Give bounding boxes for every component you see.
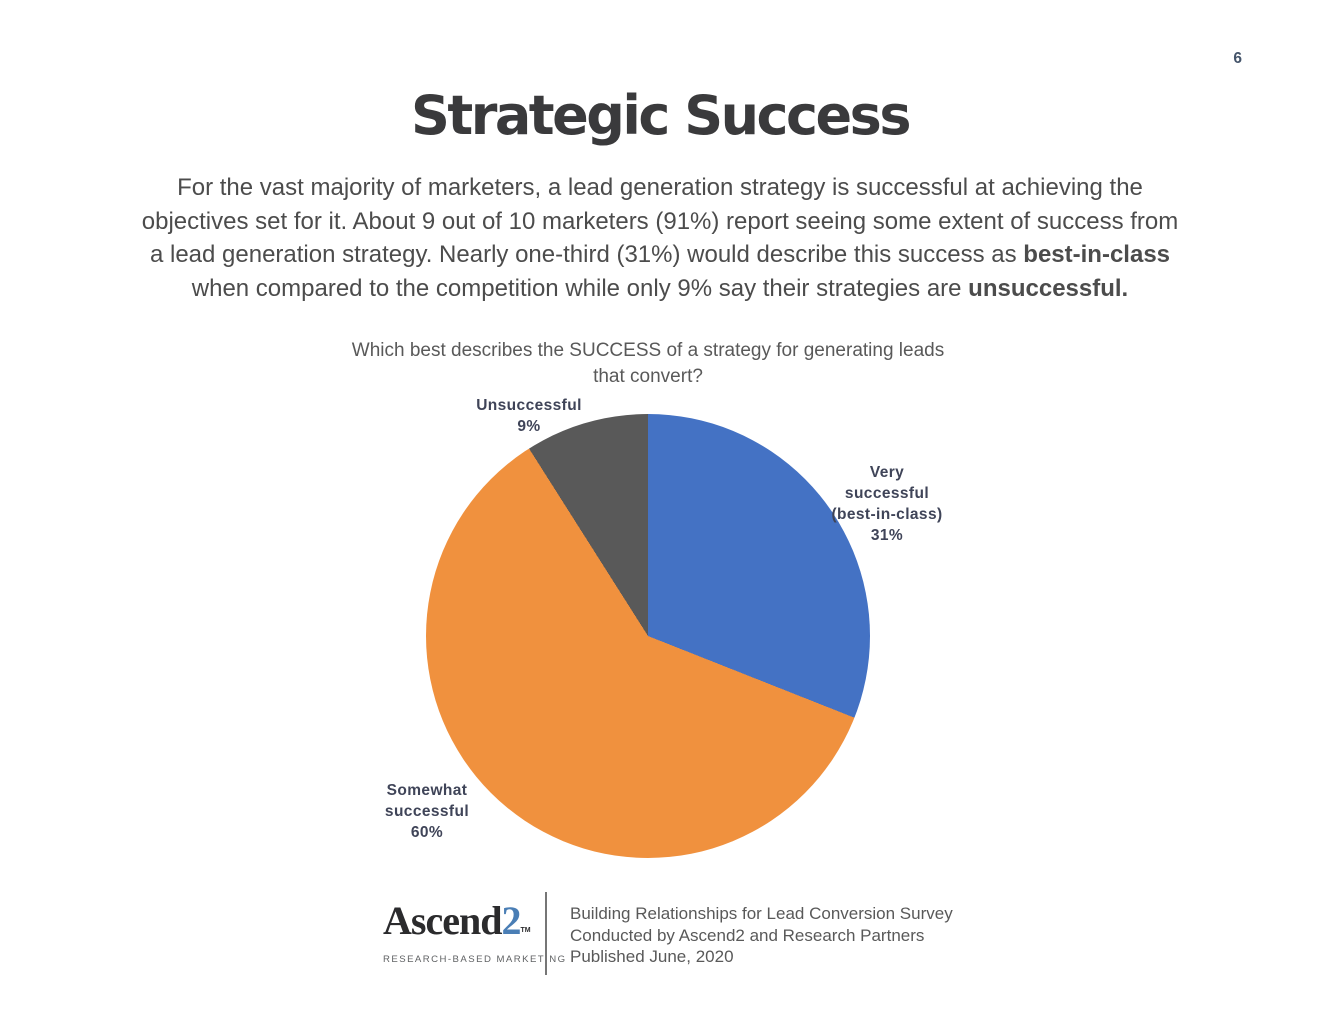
chart-title-line-2: that convert?: [593, 366, 703, 387]
intro-line-4: when compared to the competition while o…: [40, 272, 1280, 306]
intro-line-3: a lead generation strategy. Nearly one-t…: [40, 238, 1280, 272]
pie-label-unsuccessful: Unsuccessful 9%: [476, 397, 582, 435]
pie-label-very-successful: Very successful (best-in-class) 31%: [831, 464, 943, 544]
logo-text-2: 2: [501, 898, 521, 943]
citation-line-3: Published June, 2020: [570, 947, 734, 966]
page-number: 6: [1233, 50, 1242, 67]
pie-chart: [426, 414, 870, 858]
logo-text-ascend: Ascend: [383, 898, 502, 943]
intro-line-2: objectives set for it. About 9 out of 10…: [40, 205, 1280, 239]
intro-paragraph: For the vast majority of marketers, a le…: [40, 171, 1280, 305]
citation-line-2: Conducted by Ascend2 and Research Partne…: [570, 925, 925, 945]
pie-label-somewhat-successful: Somewhat successful 60%: [384, 782, 470, 841]
ascend2-logo: Ascend2TM RESEARCH-BASED MARKETING: [383, 901, 567, 966]
citation-block: Building Relationships for Lead Conversi…: [570, 903, 953, 968]
citation-line-1: Building Relationships for Lead Conversi…: [570, 904, 953, 923]
logo-trademark-mark: TM: [520, 927, 531, 934]
chart-title: Which best describes the SUCCESS of a st…: [0, 338, 1308, 390]
intro-line-4-text: when compared to the competition while o…: [191, 274, 969, 302]
chart-title-line-1: Which best describes the SUCCESS of a st…: [351, 340, 945, 361]
intro-line-3-bold-text: best-in-class: [1023, 241, 1171, 268]
logo-tagline: RESEARCH-BASED MARKETING: [383, 954, 567, 965]
intro-line-1: For the vast majority of marketers, a le…: [40, 171, 1280, 205]
intro-line-1-text: For the vast majority of marketers, a le…: [177, 174, 1143, 201]
slide-title: Strategic Success: [411, 84, 911, 147]
intro-line-3-text: a lead generation strategy. Nearly one-t…: [149, 241, 1024, 268]
intro-line-4-bold-text: unsuccessful.: [968, 274, 1129, 302]
intro-line-2-text: objectives set for it. About 9 out of 10…: [141, 207, 1179, 235]
footer-divider: [545, 892, 547, 975]
logo-wordmark: Ascend2TM: [383, 901, 533, 951]
